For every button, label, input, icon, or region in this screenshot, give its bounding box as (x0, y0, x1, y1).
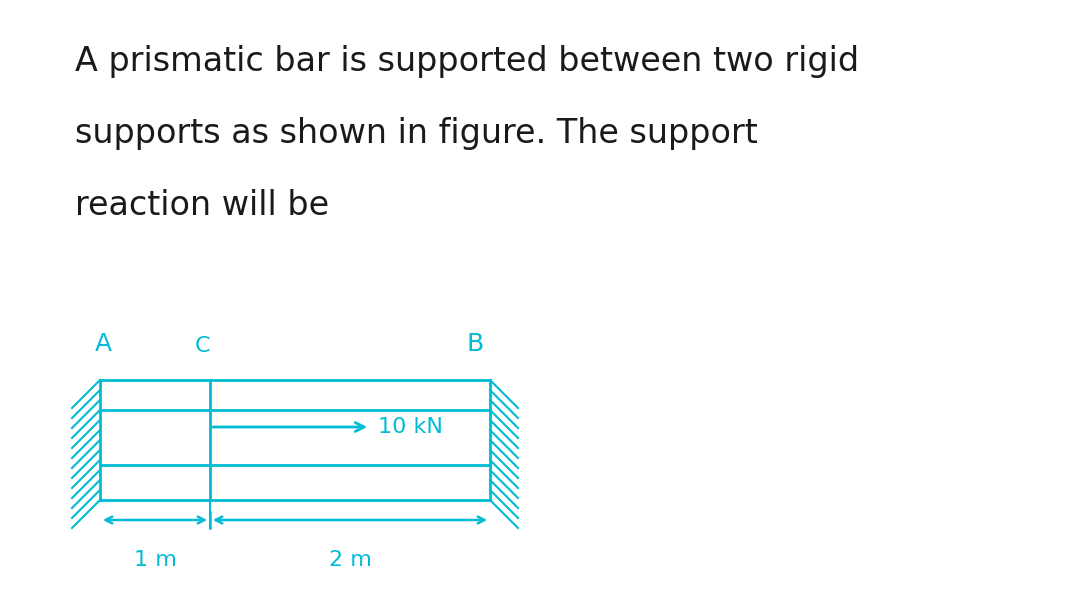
Text: A prismatic bar is supported between two rigid: A prismatic bar is supported between two… (75, 45, 859, 78)
Text: 1 m: 1 m (134, 550, 176, 570)
Text: B: B (467, 332, 484, 356)
Text: 2 m: 2 m (328, 550, 372, 570)
Text: C: C (195, 336, 211, 356)
Text: supports as shown in figure. The support: supports as shown in figure. The support (75, 117, 758, 150)
Text: reaction will be: reaction will be (75, 189, 329, 222)
Text: 10 kN: 10 kN (378, 417, 443, 437)
Text: A: A (95, 332, 112, 356)
